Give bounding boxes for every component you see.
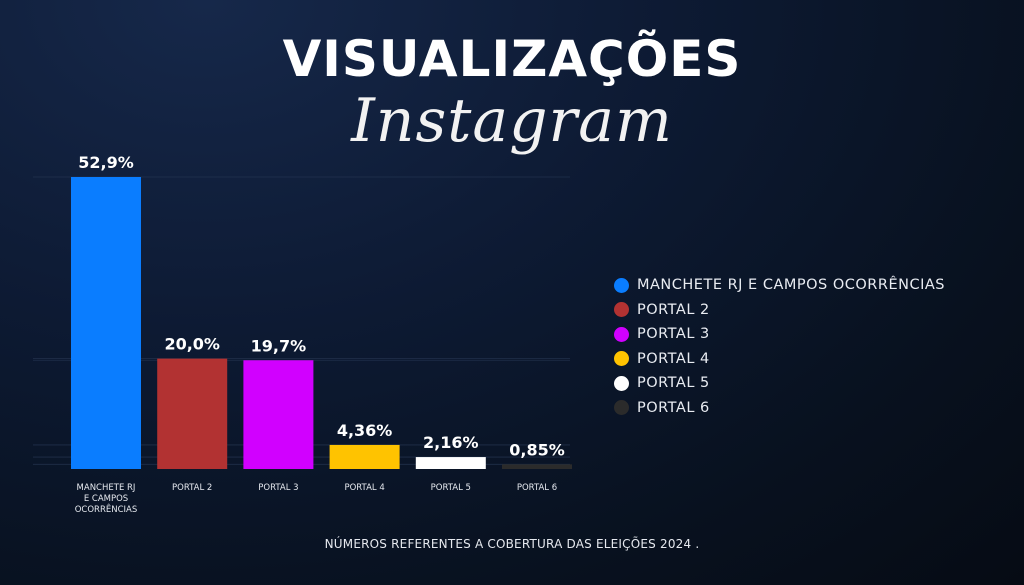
chart-legend: MANCHETE RJ E CAMPOS OCORRÊNCIAS PORTAL 2…: [614, 273, 1014, 420]
legend-swatch: [614, 351, 629, 367]
data-label: 19,7%: [251, 336, 307, 355]
legend-label: PORTAL 5: [637, 375, 710, 392]
legend-label: MANCHETE RJ E CAMPOS OCORRÊNCIAS: [637, 277, 945, 294]
category-label: PORTAL 6: [517, 483, 557, 493]
bar: [71, 177, 141, 469]
bar: [157, 358, 228, 469]
category-label: PORTAL 2: [172, 483, 212, 493]
legend-item: PORTAL 3: [614, 322, 1014, 347]
bar: [329, 444, 400, 469]
legend-swatch: [614, 375, 629, 391]
chart-subtitle: Instagram: [351, 86, 673, 156]
legend-swatch: [614, 400, 629, 416]
legend-item: PORTAL 2: [614, 298, 1014, 323]
legend-item: PORTAL 4: [614, 347, 1014, 372]
legend-swatch: [614, 326, 629, 342]
legend-item: PORTAL 5: [614, 371, 1014, 396]
legend-label: PORTAL 2: [637, 301, 710, 318]
category-label: PORTAL 4: [344, 483, 384, 493]
legend-swatch: [614, 302, 629, 318]
category-label: E CAMPOS: [84, 494, 128, 504]
footer-note: NÚMEROS REFERENTES A COBERTURA DAS ELEIÇ…: [324, 537, 700, 551]
data-label: 4,36%: [337, 421, 393, 440]
data-label: 2,16%: [423, 433, 479, 452]
data-label: 52,9%: [78, 153, 134, 172]
category-label: PORTAL 5: [431, 483, 471, 493]
bar: [502, 464, 572, 469]
chart-title: VISUALIZAÇÕES: [282, 30, 742, 88]
legend-label: PORTAL 3: [637, 326, 710, 343]
legend-label: PORTAL 4: [637, 350, 710, 367]
category-label: OCORRÊNCIAS: [75, 503, 138, 515]
legend-item: PORTAL 6: [614, 396, 1014, 421]
data-label: 20,0%: [164, 335, 220, 354]
bar: [415, 457, 486, 469]
category-label: PORTAL 3: [258, 483, 298, 493]
data-label: 0,85%: [509, 440, 565, 459]
bar: [243, 360, 314, 469]
legend-swatch: [614, 277, 629, 293]
legend-item: MANCHETE RJ E CAMPOS OCORRÊNCIAS: [614, 273, 1014, 298]
legend-label: PORTAL 6: [637, 399, 710, 416]
category-label: MANCHETE RJ: [77, 483, 136, 493]
